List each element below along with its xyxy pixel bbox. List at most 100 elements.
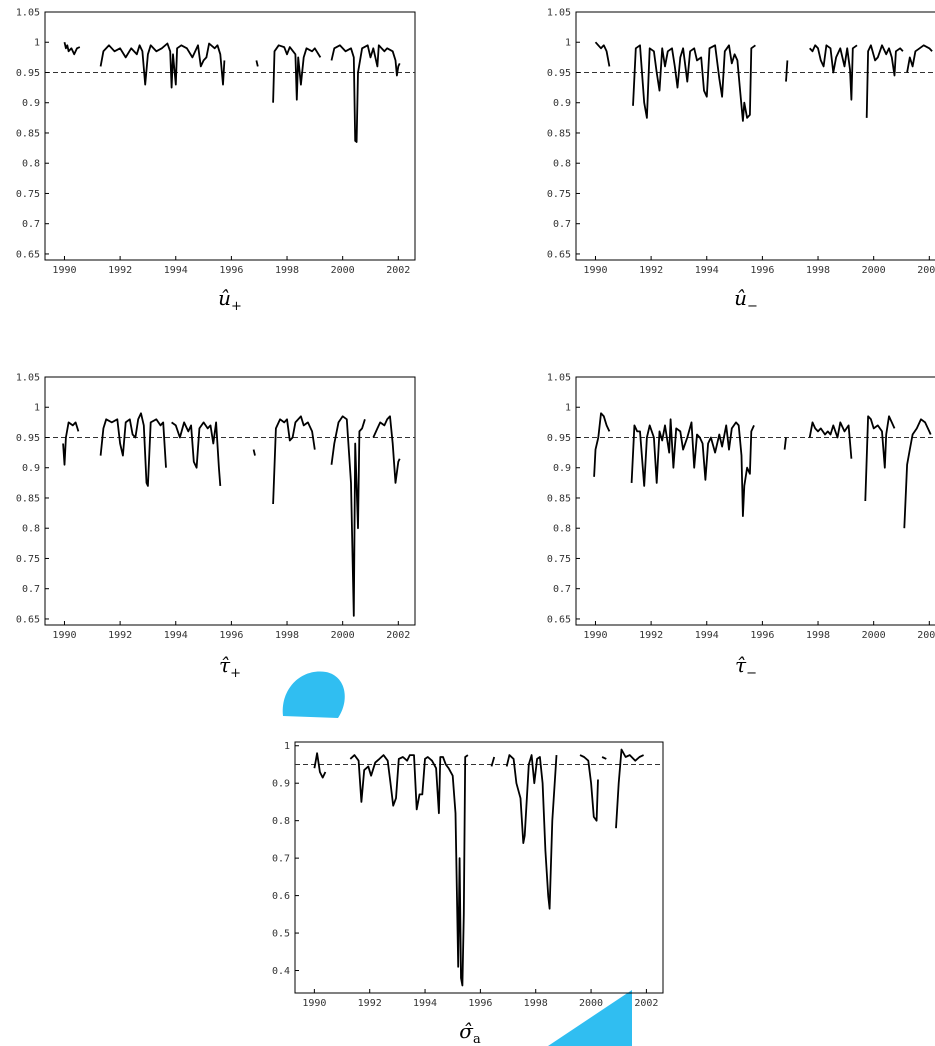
y-tick-label: 1 bbox=[34, 403, 40, 414]
y-tick-label: 0.95 bbox=[547, 433, 571, 444]
series-segment-1 bbox=[62, 421, 80, 466]
x-axis: 1990 1992 1994 1996 1998 2000 2002 bbox=[302, 989, 658, 1009]
series-segment-5 bbox=[579, 754, 599, 822]
series-segment-5 bbox=[865, 44, 904, 118]
y-tick-label: 0.75 bbox=[547, 554, 571, 565]
series-segment-1 bbox=[593, 412, 611, 477]
panel-caption: û− bbox=[734, 286, 758, 314]
x-tick-label: 2000 bbox=[862, 630, 886, 641]
x-tick-label: 1990 bbox=[583, 265, 607, 276]
series-lines bbox=[62, 412, 401, 617]
series-segment-2 bbox=[632, 44, 756, 122]
x-tick-label: 1990 bbox=[52, 630, 76, 641]
y-tick-label: 0.95 bbox=[547, 68, 571, 79]
x-tick-label: 1992 bbox=[108, 265, 132, 276]
series-segment-4 bbox=[505, 754, 558, 910]
y-tick-label: 1.05 bbox=[16, 373, 40, 384]
x-tick-label: 1994 bbox=[164, 630, 188, 641]
panel-caption: τ̂+ bbox=[219, 653, 241, 681]
x-tick-label: 1998 bbox=[524, 998, 548, 1009]
x-tick-label: 1998 bbox=[806, 630, 830, 641]
x-tick-label: 2000 bbox=[331, 265, 355, 276]
panel-caption: τ̂− bbox=[735, 653, 757, 681]
series-segment-1 bbox=[594, 41, 611, 67]
series-lines bbox=[594, 41, 933, 122]
series-segment-1 bbox=[63, 41, 81, 56]
panel-tau-plus: 1990 1992 1994 1996 1998 2000 2002 0.65 0.7 0.75… bbox=[16, 373, 416, 681]
y-axis: 0.65 0.7 0.75 0.8 0.85 0.9 0.95 1 1.05 bbox=[547, 373, 580, 625]
series-segment-6 bbox=[903, 418, 932, 529]
plot-frame bbox=[44, 376, 416, 626]
series-lines bbox=[313, 748, 644, 987]
series-segment-3 bbox=[255, 60, 259, 67]
series-segment-2 bbox=[349, 754, 469, 987]
series-segment-5 bbox=[330, 44, 401, 143]
series-lines bbox=[63, 41, 401, 143]
x-tick-label: 1992 bbox=[639, 265, 663, 276]
y-tick-label: 0.8 bbox=[272, 816, 290, 827]
x-tick-label: 1996 bbox=[219, 630, 243, 641]
series-segment-4 bbox=[809, 44, 858, 101]
y-tick-label: 1 bbox=[565, 38, 571, 49]
y-tick-label: 0.7 bbox=[553, 584, 571, 595]
y-tick-label: 0.7 bbox=[272, 854, 290, 865]
y-tick-label: 0.9 bbox=[22, 463, 40, 474]
series-segment-6 bbox=[330, 415, 366, 617]
y-tick-label: 0.65 bbox=[547, 249, 571, 260]
x-tick-label: 1994 bbox=[413, 998, 437, 1009]
y-tick-label: 0.8 bbox=[22, 159, 40, 170]
y-tick-label: 0.65 bbox=[16, 614, 40, 625]
y-tick-label: 0.6 bbox=[272, 891, 290, 902]
y-tick-label: 0.9 bbox=[22, 98, 40, 109]
watermark-shape-lower bbox=[548, 990, 632, 1046]
watermark-shape-upper bbox=[282, 671, 345, 718]
series-segment-7 bbox=[615, 748, 644, 829]
series-segment-2 bbox=[99, 42, 226, 89]
plot-frame bbox=[575, 11, 935, 261]
y-tick-label: 0.75 bbox=[16, 554, 40, 565]
panel-caption: σ̂a bbox=[459, 1019, 481, 1046]
x-tick-label: 1992 bbox=[108, 630, 132, 641]
y-tick-label: 0.7 bbox=[553, 219, 571, 230]
y-tick-label: 0.5 bbox=[272, 929, 290, 940]
panel-caption: û+ bbox=[218, 286, 242, 314]
series-segment-2 bbox=[99, 412, 167, 487]
x-tick-label: 1990 bbox=[583, 630, 607, 641]
x-tick-label: 1998 bbox=[275, 630, 299, 641]
x-tick-label: 2002 bbox=[386, 630, 410, 641]
x-tick-label: 1990 bbox=[52, 265, 76, 276]
y-tick-label: 1.05 bbox=[16, 8, 40, 19]
series-segment-3 bbox=[783, 437, 787, 450]
y-tick-label: 1 bbox=[34, 38, 40, 49]
y-tick-label: 1 bbox=[565, 403, 571, 414]
x-axis: 1990 1992 1994 1996 1998 2000 2002 bbox=[52, 256, 410, 276]
series-lines bbox=[593, 412, 932, 529]
watermark-graphic bbox=[282, 671, 632, 1046]
plot-frame bbox=[575, 376, 935, 626]
x-axis: 1990 1992 1994 1996 1998 2000 2002 bbox=[52, 621, 410, 641]
y-tick-label: 0.75 bbox=[16, 189, 40, 200]
x-tick-label: 2000 bbox=[579, 998, 603, 1009]
y-tick-label: 0.8 bbox=[22, 524, 40, 535]
x-tick-label: 2000 bbox=[331, 630, 355, 641]
series-segment-3 bbox=[171, 421, 222, 486]
panel-u-plus: 1990 1992 1994 1996 1998 2000 2002 0.65 0.7 0.75… bbox=[16, 8, 416, 314]
series-segment-1 bbox=[313, 752, 327, 779]
series-segment-5 bbox=[864, 415, 896, 502]
y-tick-label: 0.85 bbox=[16, 493, 40, 504]
plot-frame bbox=[294, 741, 664, 994]
x-tick-label: 2002 bbox=[386, 265, 410, 276]
series-segment-5 bbox=[272, 415, 316, 505]
y-axis: 0.4 0.5 0.6 0.7 0.8 0.9 1 bbox=[272, 741, 299, 977]
x-tick-label: 2000 bbox=[862, 265, 886, 276]
y-tick-label: 0.7 bbox=[22, 584, 40, 595]
x-tick-label: 1996 bbox=[750, 630, 774, 641]
y-axis: 0.65 0.7 0.75 0.8 0.85 0.9 0.95 1 1.05 bbox=[547, 8, 580, 260]
y-tick-label: 0.95 bbox=[16, 68, 40, 79]
x-tick-label: 1998 bbox=[806, 265, 830, 276]
x-axis: 1990 1992 1994 1996 1998 2000 2002 bbox=[583, 256, 935, 276]
y-tick-label: 0.4 bbox=[272, 966, 290, 977]
y-tick-label: 0.85 bbox=[547, 128, 571, 139]
panel-u-minus: 1990 1992 1994 1996 1998 2000 2002 0.65 0.7 0.75… bbox=[547, 8, 935, 314]
